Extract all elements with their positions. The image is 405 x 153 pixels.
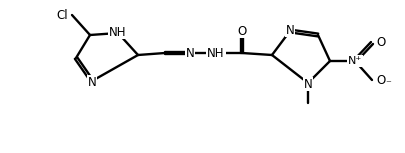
Text: N: N xyxy=(87,75,96,88)
Text: NH: NH xyxy=(109,26,127,39)
Text: N: N xyxy=(185,47,194,60)
Text: O: O xyxy=(376,37,385,50)
Text: ⁻: ⁻ xyxy=(385,79,391,89)
Text: N: N xyxy=(304,78,312,91)
Text: N⁺: N⁺ xyxy=(348,56,362,66)
Text: NH: NH xyxy=(207,47,225,60)
Text: N: N xyxy=(286,24,294,37)
Text: Cl: Cl xyxy=(56,9,68,22)
Text: O: O xyxy=(237,24,247,37)
Text: O: O xyxy=(376,73,385,86)
